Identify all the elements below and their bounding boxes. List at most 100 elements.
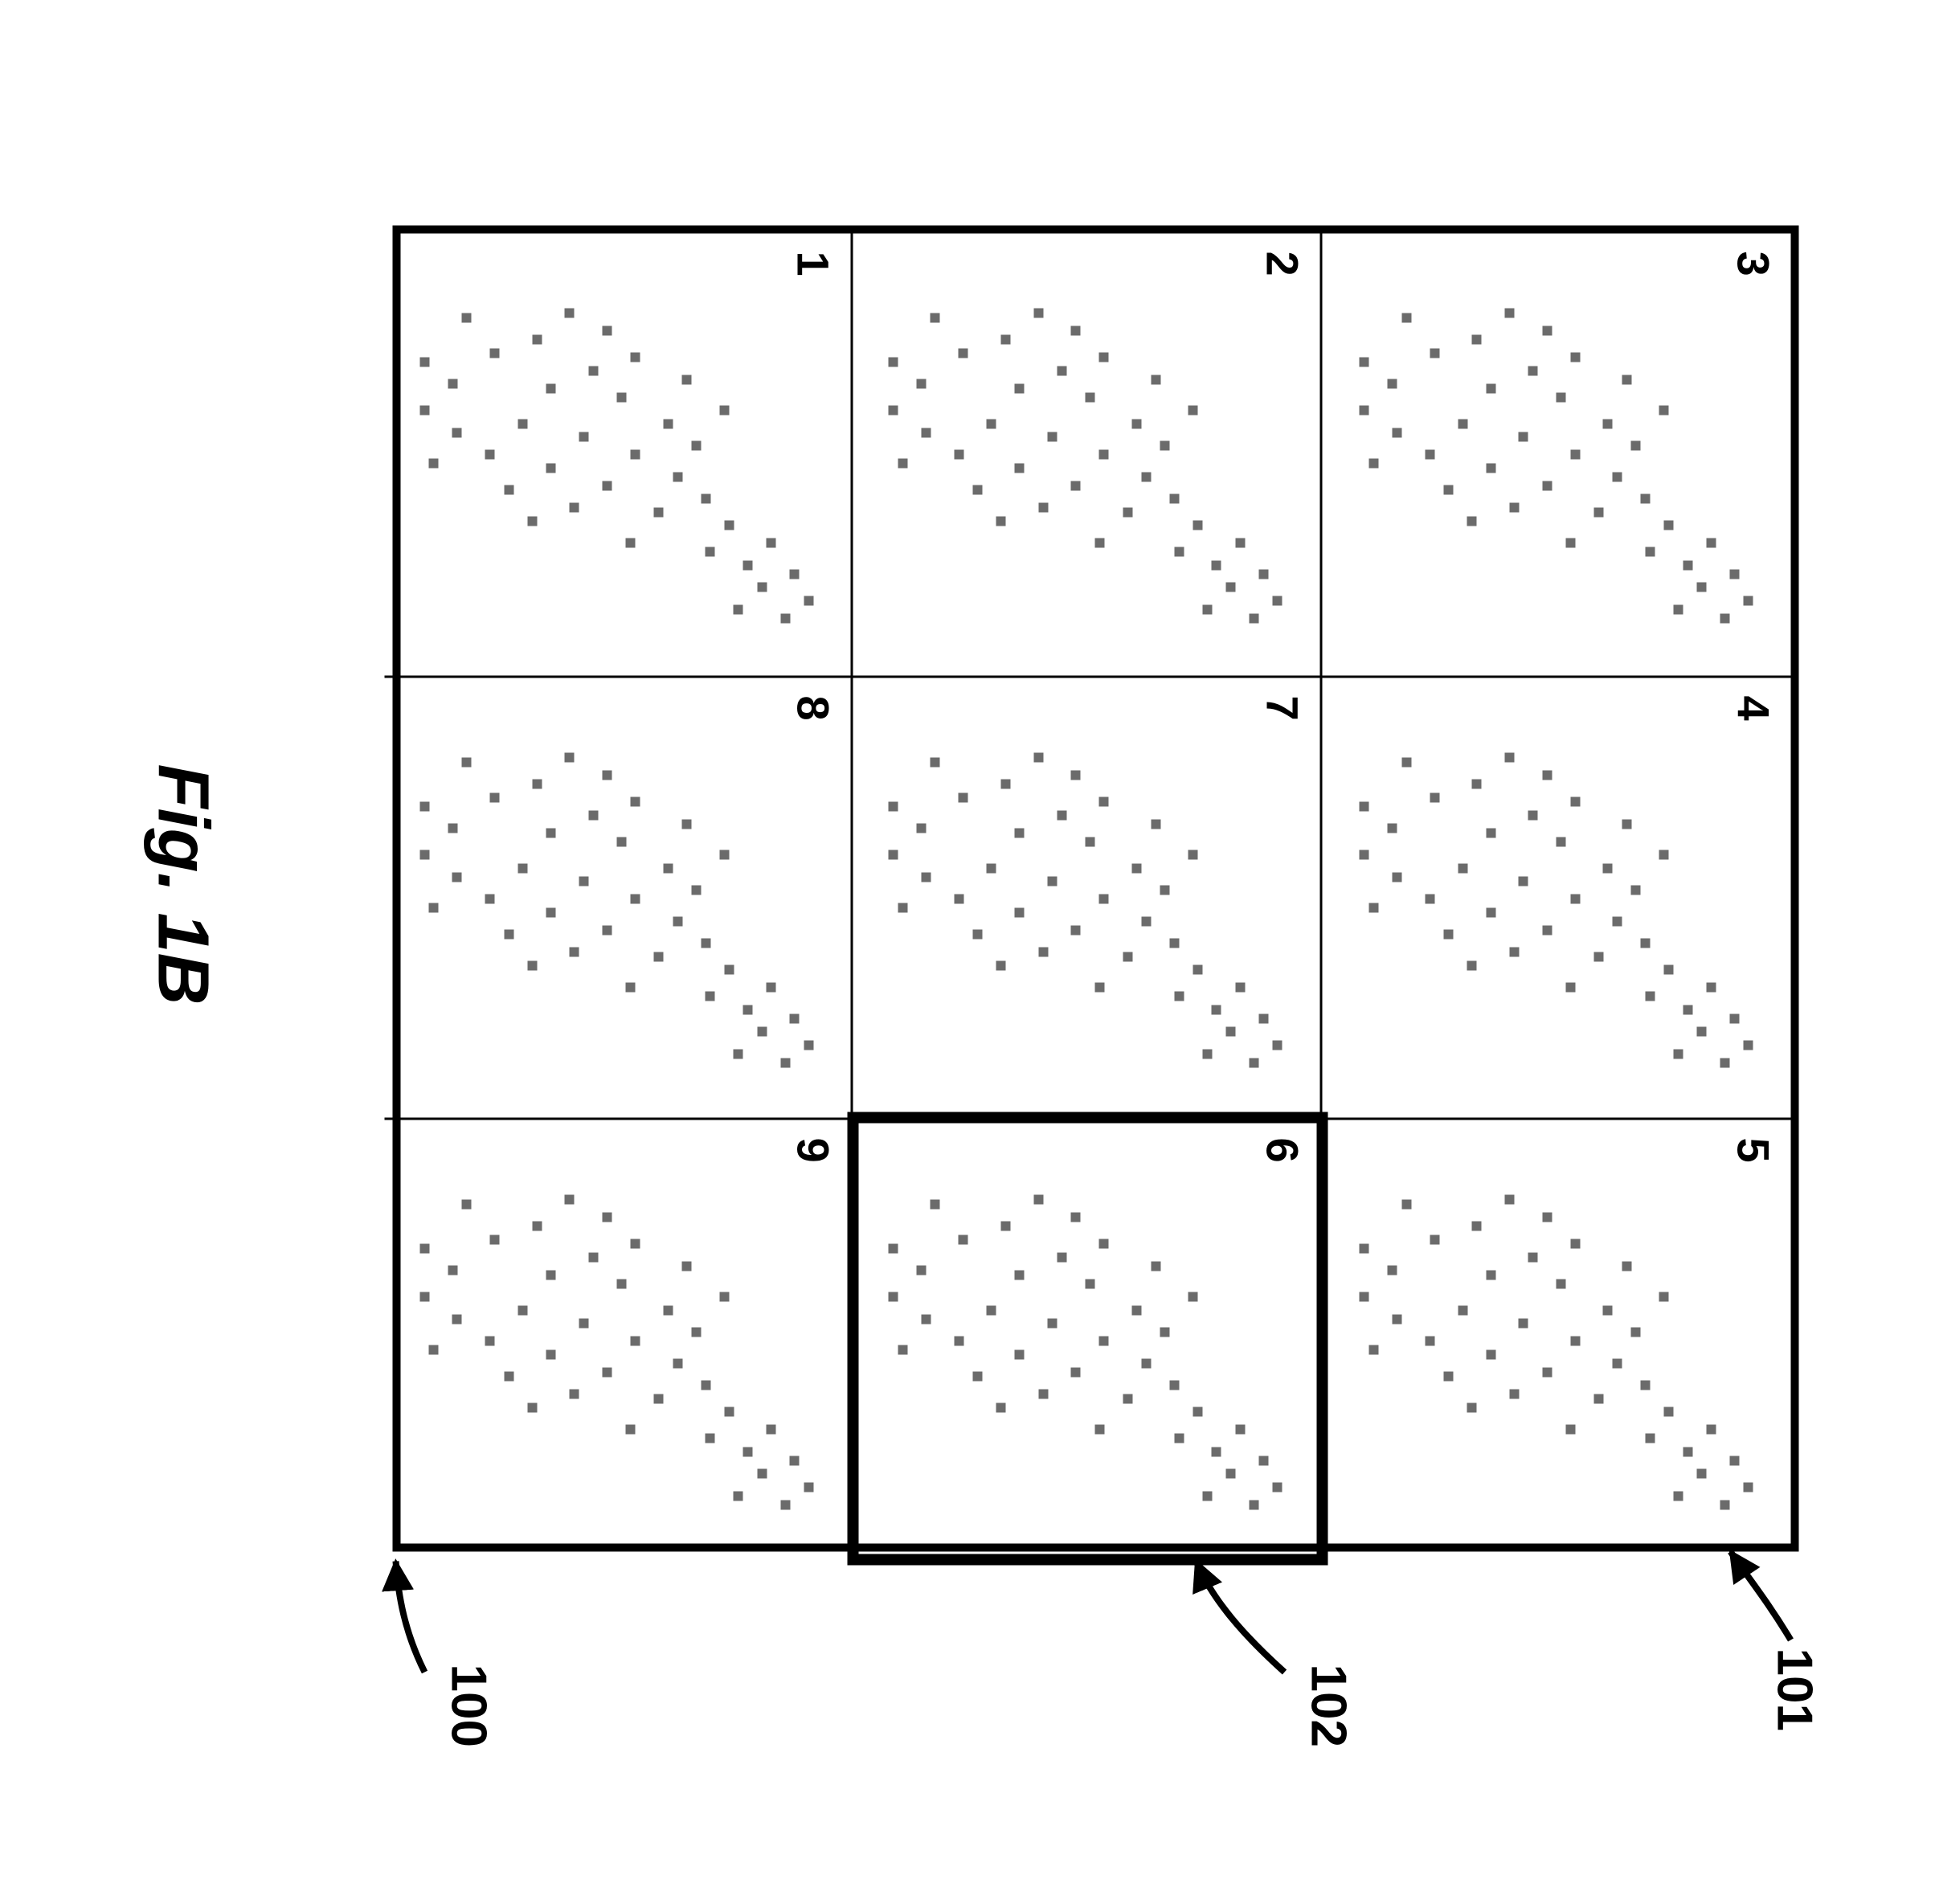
cell-label: 1 [787, 251, 839, 276]
scatter-dot [630, 1336, 640, 1345]
grid-cell: 5 [1322, 1117, 1790, 1559]
scatter-dot [986, 419, 996, 428]
scatter-dot [1486, 828, 1495, 837]
scatter-dot [1188, 405, 1197, 415]
scatter-dot [1528, 366, 1537, 375]
scatter-dot [485, 1336, 494, 1345]
scatter-dot [1622, 1261, 1631, 1271]
scatter-dot [1542, 1212, 1552, 1222]
scatter-dot [1570, 352, 1580, 362]
scatter-dot [1458, 419, 1467, 428]
scatter-dot [1131, 863, 1141, 873]
scatter-dot [1174, 991, 1184, 1001]
scatter-dot [1359, 850, 1368, 859]
grid-cell: 1 [384, 233, 853, 675]
grid-cell: 8 [384, 675, 853, 1117]
scatter-dot [789, 1013, 799, 1023]
scatter-dot [1235, 538, 1245, 547]
scatter-dot [569, 1389, 579, 1398]
scatter-dot [1188, 850, 1197, 859]
scatter-dot [1542, 925, 1552, 935]
scatter-dot [1640, 493, 1650, 503]
scatter-dot [588, 810, 598, 820]
scatter-dot [1471, 334, 1481, 344]
scatter-dot [616, 392, 626, 402]
scatter-dot [673, 916, 682, 926]
scatter-dot [1392, 428, 1401, 437]
scatter-dot [1014, 907, 1024, 917]
scatter-dot [625, 982, 635, 992]
scatter-dot [766, 982, 775, 992]
scatter-dot [602, 770, 612, 780]
scatter-dot [1556, 1279, 1565, 1288]
scatter-dot [428, 458, 438, 468]
scatter-dot [1673, 1049, 1683, 1058]
scatter-dot [1160, 885, 1169, 895]
scatter-dot [1528, 1252, 1537, 1262]
scatter-dot [1202, 1049, 1212, 1058]
scatter-dot [691, 440, 701, 450]
scatter-dot [1094, 538, 1104, 547]
scatter-dot [1401, 1199, 1411, 1209]
grid-cell: 9 [384, 1117, 853, 1559]
scatter-dot [1542, 1367, 1552, 1377]
scatter-dot [1458, 1305, 1467, 1315]
scatter-dot [518, 419, 527, 428]
scatter-dot [564, 308, 574, 317]
scatter-dot [428, 903, 438, 912]
scatter-dot [1519, 1318, 1528, 1328]
scatter-dot [1570, 894, 1580, 903]
scatter-dot [1486, 1349, 1495, 1359]
scatter-dot [452, 1314, 461, 1324]
scatter-dot [1211, 560, 1221, 570]
scatter-dot [1425, 894, 1434, 903]
scatter-dot [958, 348, 968, 358]
scatter-dot [1673, 1491, 1683, 1501]
scatter-dot [1603, 1305, 1613, 1315]
grid-cell: 7 [853, 675, 1321, 1117]
scatter-dot [527, 1402, 537, 1412]
scatter-dot [1368, 458, 1378, 468]
scatter-dot [653, 952, 663, 961]
scatter-dot [1387, 379, 1397, 388]
scatter-dot [780, 613, 790, 623]
scatter-dot [1070, 770, 1080, 780]
scatter-dot [789, 569, 799, 579]
scatter-dot [1696, 582, 1706, 592]
scatter-dot [569, 502, 579, 512]
scatter-dot [1085, 392, 1094, 402]
scatter-dot [504, 929, 513, 939]
scatter-dot [588, 1252, 598, 1262]
scatter-dot [1151, 819, 1160, 829]
scatter-dot [419, 850, 429, 859]
scatter-dot [1387, 1265, 1397, 1275]
scatter-dot [653, 1394, 663, 1403]
scatter-dot [546, 907, 555, 917]
scatter-dot [1458, 863, 1467, 873]
scatter-dot [1471, 779, 1481, 788]
scatter-dot [1640, 1380, 1650, 1390]
grid-cell: 3 [1322, 233, 1790, 675]
scatter-dot [1258, 569, 1268, 579]
scatter-dot [1729, 569, 1739, 579]
scatter-dot [1542, 770, 1552, 780]
scatter-dot [733, 604, 742, 614]
scatter-dot [724, 520, 734, 530]
scatter-dot [1645, 991, 1655, 1001]
scatter-dot [1720, 613, 1729, 623]
scatter-dot [461, 757, 471, 767]
scatter-dot [972, 929, 982, 939]
scatter-dot [742, 1005, 752, 1014]
scatter-dot [804, 596, 813, 605]
scatter-dot [1401, 757, 1411, 767]
scatter-dot [701, 493, 710, 503]
scatter-dot [930, 313, 939, 322]
scatter-dot [958, 792, 968, 802]
scatter-dot [1486, 1270, 1495, 1280]
scatter-dot [705, 547, 714, 556]
scatter-dot [1631, 885, 1641, 895]
grid-cell: 2 [853, 233, 1321, 675]
scatter-dot [1425, 449, 1434, 459]
scatter-dot [1556, 392, 1565, 402]
scatter-dot [1070, 326, 1080, 335]
